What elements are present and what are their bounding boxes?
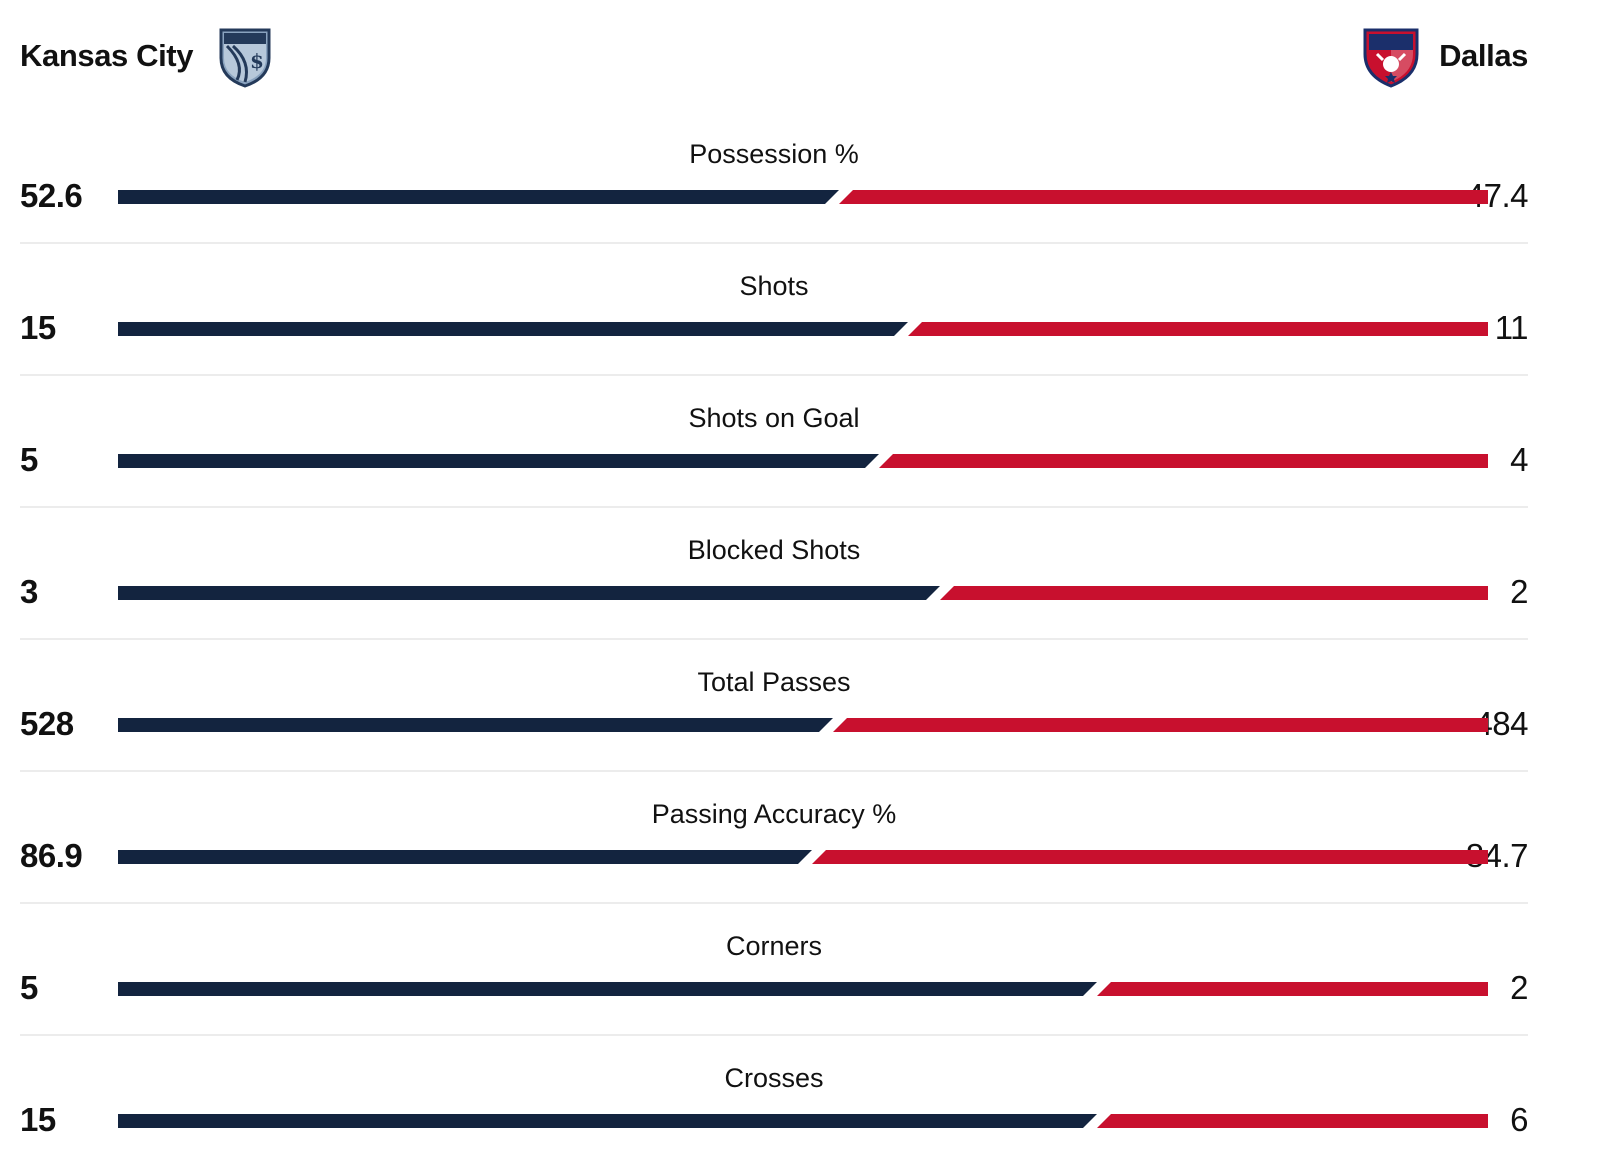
stat-row: Possession % 52.6 47.4 — [20, 112, 1529, 244]
home-bar-segment — [118, 1114, 1097, 1128]
stat-label: Corners — [725, 931, 823, 961]
match-header: Kansas City $ — [20, 20, 1528, 92]
stat-label: Blocked Shots — [687, 535, 861, 565]
home-stat-value: 15 — [20, 1101, 56, 1138]
away-bar-segment — [1097, 1114, 1488, 1128]
stat-label: Shots — [739, 271, 809, 301]
comparison-bar — [118, 190, 1488, 204]
away-stat-value: 6 — [1510, 1101, 1528, 1138]
away-stat-value: 2 — [1510, 969, 1528, 1006]
away-bar-segment — [1097, 982, 1488, 996]
stat-row: Shots 15 11 — [20, 244, 1529, 376]
home-bar-segment — [118, 982, 1097, 996]
home-bar-segment — [118, 850, 812, 864]
comparison-bar — [118, 586, 1488, 600]
sporting-kc-crest-icon: $ — [215, 24, 275, 88]
comparison-bar — [118, 322, 1488, 336]
away-bar-segment — [833, 718, 1488, 732]
away-stat-value: 11 — [1494, 309, 1529, 346]
stat-label: Passing Accuracy % — [651, 799, 897, 829]
home-stat-value: 15 — [20, 309, 56, 346]
away-bar-segment — [812, 850, 1488, 864]
away-team: Dallas — [1361, 20, 1528, 92]
stat-row: Passing Accuracy % 86.9 84.7 — [20, 772, 1529, 904]
comparison-bar — [118, 982, 1488, 996]
stat-row: Total Passes 528 484 — [20, 640, 1528, 772]
stat-row: Crosses 15 6 — [20, 1036, 1528, 1168]
comparison-bar — [118, 454, 1488, 468]
home-stat-value: 5 — [20, 441, 38, 478]
home-bar-segment — [118, 190, 839, 204]
fc-dallas-crest-icon — [1361, 24, 1421, 88]
home-bar-segment — [118, 718, 833, 732]
stat-label: Total Passes — [697, 667, 851, 697]
home-stat-value: 52.6 — [20, 177, 83, 214]
stat-label: Crosses — [724, 1063, 824, 1093]
comparison-bar — [118, 850, 1488, 864]
away-bar-segment — [879, 454, 1488, 468]
comparison-bar — [118, 718, 1488, 732]
away-bar-segment — [908, 322, 1488, 336]
home-team: Kansas City $ — [20, 20, 275, 92]
away-stat-value: 2 — [1510, 573, 1528, 610]
away-bar-segment — [839, 190, 1488, 204]
home-bar-segment — [118, 322, 908, 336]
stat-row: Corners 5 2 — [20, 904, 1528, 1036]
stat-label: Shots on Goal — [688, 403, 860, 433]
stat-label: Possession % — [689, 139, 859, 169]
home-team-name: Kansas City — [20, 38, 194, 73]
stat-row: Shots on Goal 5 4 — [20, 376, 1528, 508]
stats-list: Possession % 52.6 47.4 Shots 15 11 Shots on Go… — [20, 112, 1529, 1168]
home-stat-value: 3 — [20, 573, 38, 610]
home-stat-value: 5 — [20, 969, 38, 1006]
home-stat-value: 86.9 — [20, 837, 83, 874]
away-bar-segment — [940, 586, 1488, 600]
svg-text:$: $ — [250, 49, 264, 73]
home-bar-segment — [118, 586, 940, 600]
home-bar-segment — [118, 454, 879, 468]
home-stat-value: 528 — [20, 705, 74, 742]
away-stat-value: 4 — [1510, 441, 1528, 478]
comparison-bar — [118, 1114, 1488, 1128]
away-team-name: Dallas — [1439, 38, 1528, 73]
stat-row: Blocked Shots 3 2 — [20, 508, 1528, 640]
